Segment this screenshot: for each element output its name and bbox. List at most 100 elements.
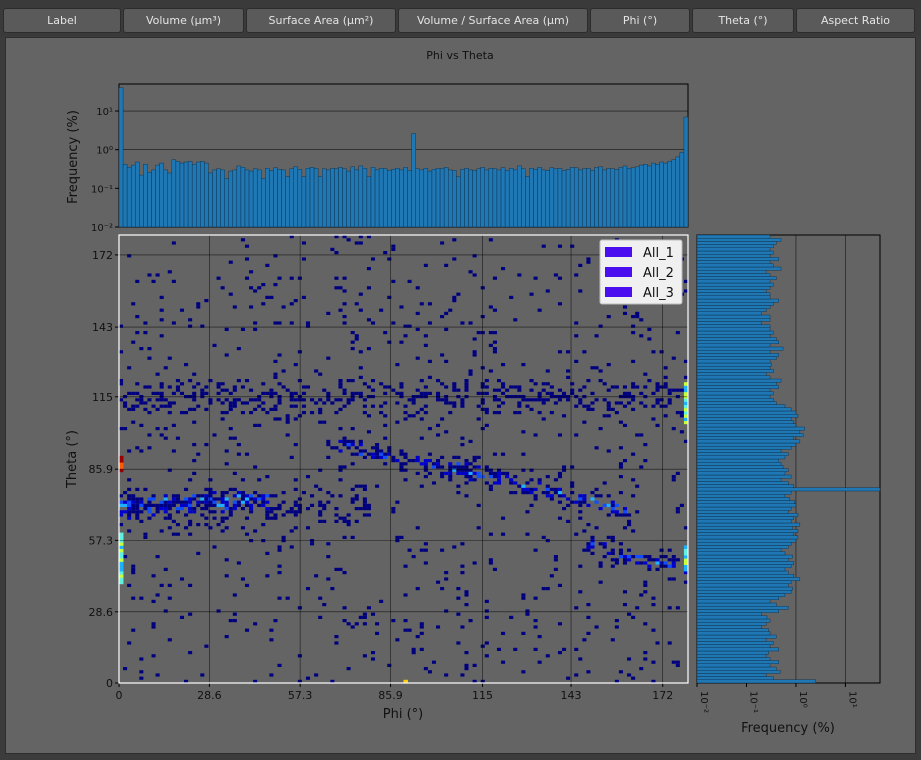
heatmap-cell [590,535,595,539]
heatmap-cell [240,327,245,331]
heatmap-cell [204,503,209,507]
right-histogram-tick-label: 10⁰ [797,691,808,708]
x-tick-label: 143 [561,689,582,702]
heatmap-cell [358,391,363,395]
heatmap-cell [683,420,689,425]
right-histogram-bar [696,554,793,559]
right-histogram-bar [696,666,777,671]
tab-phi[interactable]: Phi (°) [590,8,690,33]
top-histogram-bar [533,169,538,228]
heatmap-cell [529,503,534,507]
heatmap-cell [578,503,583,507]
heatmap-cell [342,535,347,539]
heatmap-cell [370,455,376,459]
heatmap-cell [415,459,420,463]
heatmap-cell [622,510,628,514]
x-axis-label: Phi (°) [383,707,423,722]
heatmap-cell [151,497,156,501]
heatmap-cell [667,564,672,568]
heatmap-cell [119,455,124,460]
heatmap-cell [285,510,290,514]
right-histogram-bar [696,282,774,287]
heatmap-cell [277,417,282,421]
heatmap-cell [671,356,676,360]
heatmap-cell [501,516,506,520]
heatmap-cell [232,503,237,507]
heatmap-cell [147,446,152,450]
heatmap-cell [578,657,583,661]
heatmap-cell [224,516,229,520]
heatmap-cell [635,433,640,437]
tab-theta[interactable]: Theta (°) [692,8,794,33]
heatmap-cell [484,411,489,415]
heatmap-cell [423,475,428,479]
heatmap-cell [492,481,497,485]
right-histogram-bar [696,439,801,444]
heatmap-cell [488,532,493,536]
heatmap-cell [521,398,526,402]
heatmap-cell [212,343,217,347]
heatmap-cell [488,369,493,373]
heatmap-cell [492,331,497,335]
heatmap-cell [440,241,445,245]
heatmap-cell [212,497,217,501]
heatmap-cell [293,299,298,303]
heatmap-cell [651,404,656,408]
heatmap-cell [293,503,298,507]
heatmap-cell [171,449,176,453]
heatmap-cell [529,487,534,491]
heatmap-cell [399,452,404,456]
heatmap-cell [529,478,534,482]
heatmap-cell [119,558,124,562]
heatmap-cell [212,516,217,520]
right-histogram-bar [696,471,786,476]
heatmap-cell [179,507,185,511]
heatmap-cell [253,491,258,495]
heatmap-cell [537,411,542,415]
heatmap-cell [492,475,497,479]
heatmap-cell [143,407,148,411]
tab-volume[interactable]: Volume (µm³) [123,8,244,33]
heatmap-cell [476,331,481,335]
tab-label[interactable]: Label [3,8,121,33]
heatmap-cell [667,606,672,610]
heatmap-cell [533,647,538,651]
heatmap-cell [362,503,367,507]
heatmap-cell [423,263,428,267]
right-histogram-bar [696,404,786,409]
heatmap-cell [399,305,404,309]
tab-surface-area[interactable]: Surface Area (µm²) [246,8,396,33]
heatmap-cell [338,478,343,482]
heatmap-cell [631,359,636,363]
heatmap-cell [606,388,611,392]
heatmap-cell [440,471,445,475]
heatmap-cell [370,404,376,408]
heatmap-cell [387,446,392,450]
heatmap-cell [618,420,623,424]
heatmap-cell [562,494,567,498]
heatmap-cell [423,385,428,389]
heatmap-cell [139,510,144,514]
heatmap-cell [529,292,534,296]
heatmap-cell [464,462,469,466]
heatmap-cell [614,385,619,389]
heatmap-cell [159,500,164,504]
heatmap-cell [570,388,575,392]
heatmap-cell [188,379,193,383]
heatmap-cell [574,500,579,504]
right-histogram-bar [696,654,767,658]
right-histogram-bar [696,583,789,588]
heatmap-cell [350,398,355,402]
heatmap-cell [127,494,132,498]
heatmap-cell [460,571,465,575]
top-histogram-bar [578,169,583,228]
tab-volume-surface-area[interactable]: Volume / Surface Area (µm) [398,8,588,33]
tab-aspect-ratio[interactable]: Aspect Ratio [796,8,915,33]
heatmap-cell [456,462,461,466]
heatmap-cell [488,471,493,475]
heatmap-cell [253,622,258,626]
heatmap-cell [354,337,359,341]
heatmap-cell [350,427,355,431]
heatmap-cell [635,606,640,610]
heatmap-cell [159,385,164,389]
